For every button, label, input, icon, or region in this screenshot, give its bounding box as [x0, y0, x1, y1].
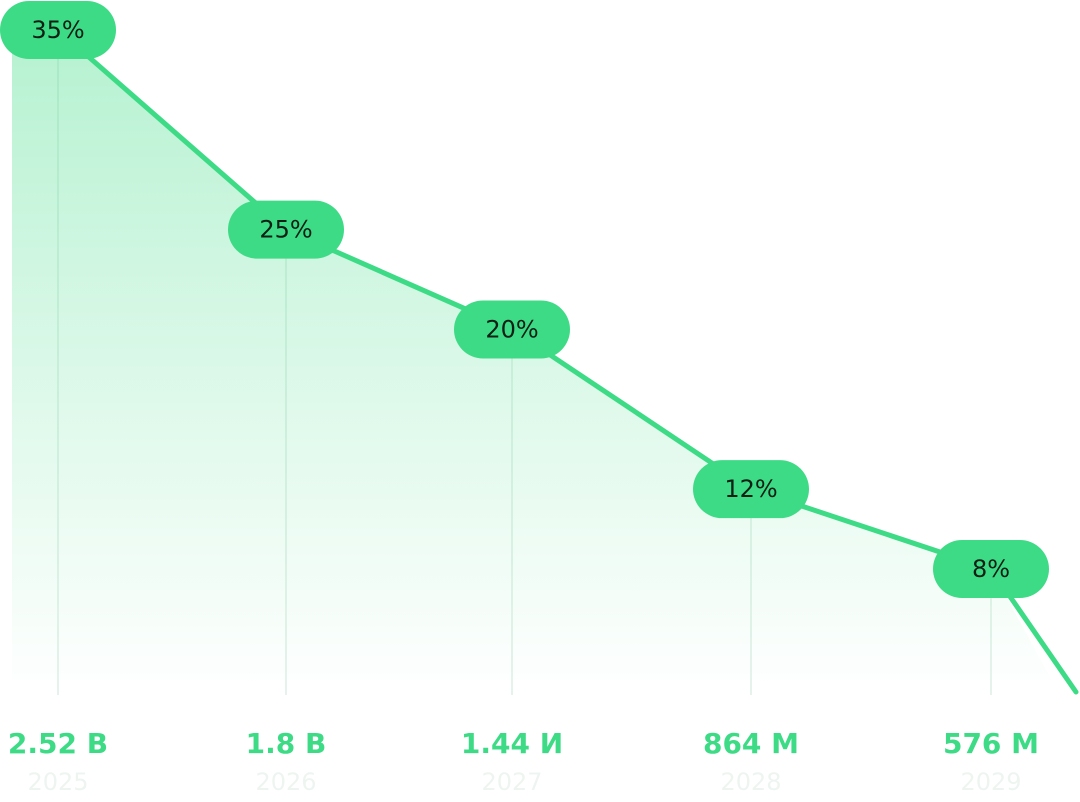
value-label: 12%	[724, 475, 777, 503]
value-label: 8%	[972, 555, 1010, 583]
area-layer	[12, 30, 1060, 695]
year-label: 2029	[960, 768, 1021, 796]
label-layer: 2.52 B 2025 1.8 B 2026 1.44 И 2027 864 M 2028 57…	[8, 727, 1039, 796]
year-label: 2028	[720, 768, 781, 796]
point-pill	[228, 200, 344, 259]
amount-label: 576 M	[943, 727, 1039, 760]
amount-label: 1.8 B	[246, 727, 327, 760]
value-label: 35%	[31, 16, 84, 44]
point-pill	[454, 300, 570, 359]
point-pill	[933, 540, 1049, 598]
year-label: 2025	[27, 768, 88, 796]
amount-label: 1.44 И	[461, 727, 563, 760]
pill-layer: 35% 25% 20% 12% 8%	[0, 1, 1049, 598]
year-label: 2027	[481, 768, 542, 796]
amount-label: 864 M	[703, 727, 799, 760]
amount-label: 2.52 B	[8, 727, 108, 760]
value-label: 25%	[259, 216, 312, 244]
point-pill	[693, 460, 809, 519]
value-label: 20%	[485, 315, 538, 343]
year-label: 2026	[255, 768, 316, 796]
point-pill	[0, 1, 116, 59]
area-fill	[12, 30, 1060, 695]
